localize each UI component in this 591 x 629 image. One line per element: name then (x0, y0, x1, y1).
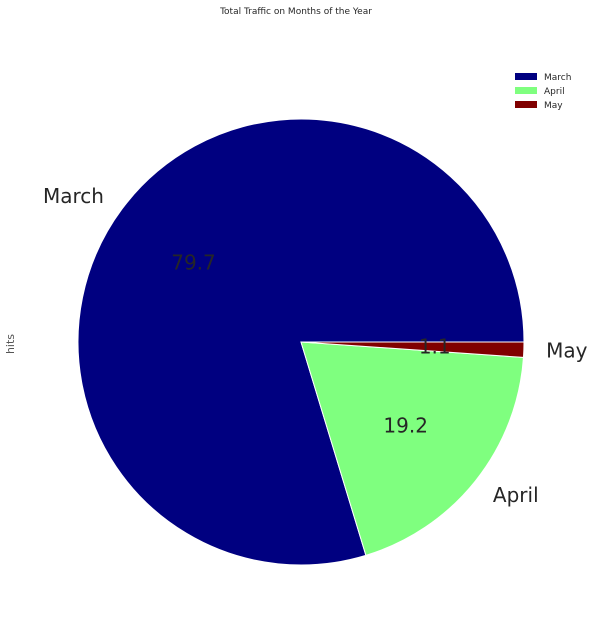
legend-swatch-march (515, 73, 537, 80)
slice-label-may: May (546, 338, 588, 362)
legend-swatch-may (515, 101, 537, 108)
legend-swatch-april (515, 87, 537, 94)
chart-title: Total Traffic on Months of the Year (219, 7, 372, 17)
slice-labels: March April May (43, 184, 588, 507)
pie-slice-may (300, 341, 525, 358)
percent-label-april: 19.2 (383, 413, 428, 437)
slice-label-april: April (493, 483, 539, 507)
percent-labels: 79.7 19.2 1.1 (171, 250, 450, 437)
pie-slice-april (300, 341, 525, 556)
legend-label-march: March (544, 73, 571, 83)
legend: March April May (515, 73, 571, 111)
percent-label-may: 1.1 (419, 335, 451, 359)
pie-slices (77, 118, 525, 566)
y-axis-label: hits (4, 334, 17, 354)
legend-label-may: May (544, 101, 563, 111)
percent-label-march: 79.7 (171, 250, 216, 274)
slice-label-march: March (43, 184, 104, 208)
legend-label-april: April (544, 87, 565, 97)
